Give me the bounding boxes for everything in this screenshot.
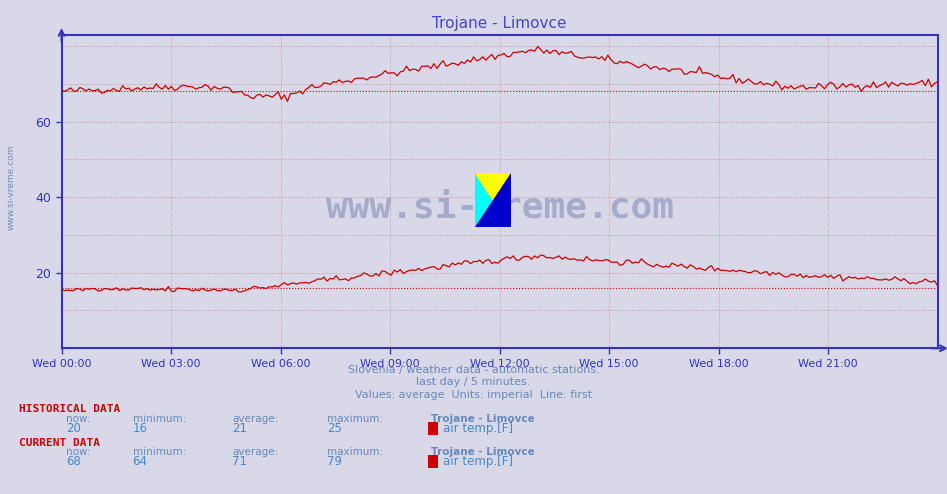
Text: Trojane - Limovce: Trojane - Limovce [431,414,535,424]
Text: www.si-vreme.com: www.si-vreme.com [326,190,673,224]
Text: Slovenia / weather data - automatic stations.: Slovenia / weather data - automatic stat… [348,365,599,375]
Text: air temp.[F]: air temp.[F] [443,422,513,435]
Text: CURRENT DATA: CURRENT DATA [19,438,100,448]
Text: 79: 79 [327,455,342,468]
Text: average:: average: [232,414,278,424]
Polygon shape [475,173,511,227]
Text: 64: 64 [133,455,148,468]
Text: minimum:: minimum: [133,414,186,424]
Text: maximum:: maximum: [327,448,383,457]
Polygon shape [475,173,511,227]
Text: minimum:: minimum: [133,448,186,457]
Text: air temp.[F]: air temp.[F] [443,455,513,468]
Text: average:: average: [232,448,278,457]
Text: www.si-vreme.com: www.si-vreme.com [7,145,16,230]
Text: 21: 21 [232,422,247,435]
Text: 25: 25 [327,422,342,435]
Text: maximum:: maximum: [327,414,383,424]
Text: now:: now: [66,448,91,457]
Title: Trojane - Limovce: Trojane - Limovce [432,16,567,31]
Text: 71: 71 [232,455,247,468]
Text: 20: 20 [66,422,81,435]
Text: 16: 16 [133,422,148,435]
Text: Values: average  Units: imperial  Line: first: Values: average Units: imperial Line: fi… [355,390,592,400]
Text: 68: 68 [66,455,81,468]
Text: last day / 5 minutes.: last day / 5 minutes. [417,377,530,387]
Polygon shape [475,173,511,227]
Text: now:: now: [66,414,91,424]
Text: HISTORICAL DATA: HISTORICAL DATA [19,405,120,414]
Text: Trojane - Limovce: Trojane - Limovce [431,448,535,457]
